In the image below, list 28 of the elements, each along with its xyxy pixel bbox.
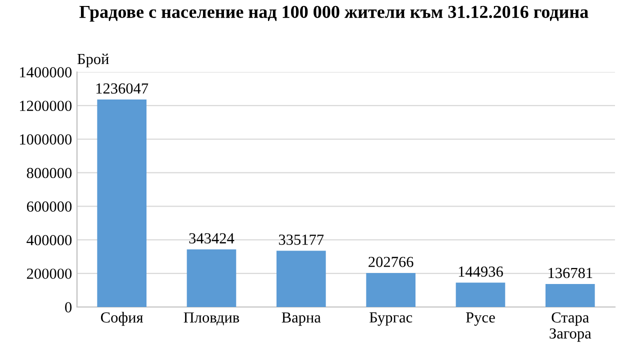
bar: [97, 100, 146, 307]
y-tick-label: 1400000: [20, 67, 72, 78]
data-label: 136781: [548, 268, 592, 278]
data-label: 202766: [368, 256, 414, 268]
y-tick-label: 0: [65, 302, 72, 312]
data-label: 144936: [458, 266, 503, 277]
bar: [546, 284, 595, 307]
data-label: 343424: [189, 233, 234, 244]
x-tick-label: София: [100, 312, 144, 326]
y-axis-title: Брой: [77, 54, 109, 68]
x-tick-label: Русе: [466, 312, 495, 326]
bar: [186, 249, 236, 307]
x-tick-label: Бургас: [370, 312, 412, 326]
x-tick-label: Варна: [282, 312, 321, 326]
data-label: 1236047: [96, 83, 148, 94]
bar: [276, 250, 326, 307]
x-tick-label: Стара Загора: [550, 312, 592, 342]
y-tick-label: 400000: [26, 235, 72, 246]
y-tick-label: 200000: [26, 268, 72, 279]
y-tick-label: 1200000: [20, 100, 72, 112]
y-tick-label: 1000000: [20, 134, 72, 145]
bar: [456, 282, 506, 307]
x-tick-label: Пловдив: [184, 312, 240, 326]
y-tick-label: 800000: [26, 168, 72, 178]
chart-title: Градове с население над 100 000 жители към 31.12.2016 година: [79, 6, 588, 22]
bar: [366, 272, 416, 307]
data-label: 335177: [278, 234, 324, 245]
y-tick-label: 600000: [26, 201, 72, 212]
